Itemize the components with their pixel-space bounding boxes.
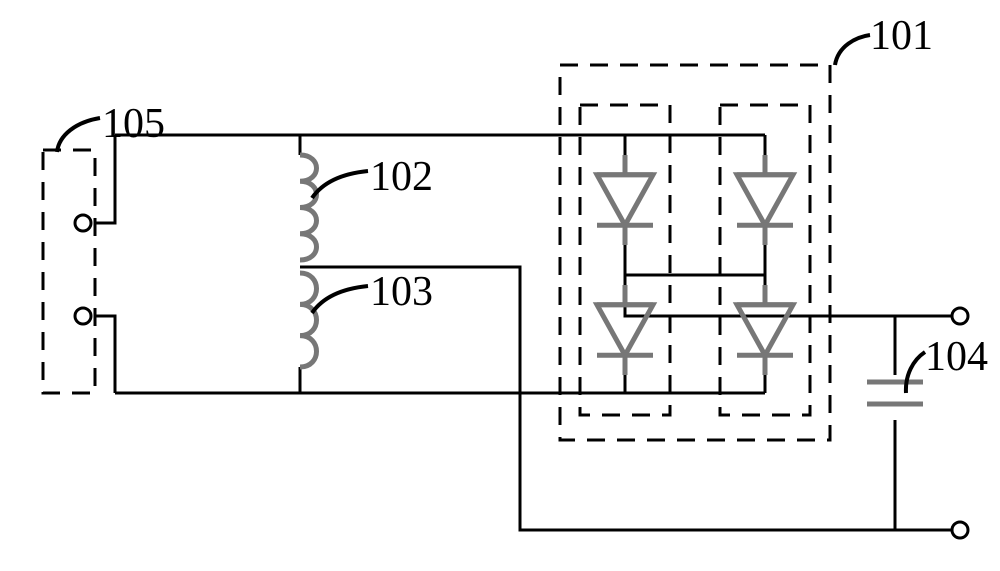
dashed-box-input_box <box>43 150 95 393</box>
label-102: 102 <box>370 154 433 200</box>
leader-103 <box>312 286 368 313</box>
diode-d4-tri <box>737 305 793 355</box>
leader-102 <box>312 171 368 198</box>
wire-in-bot-stub <box>95 316 115 393</box>
diode-d1-tri <box>597 175 653 225</box>
label-103: 103 <box>370 269 433 315</box>
wire-in-top-stub <box>95 135 115 223</box>
diode-d2-tri <box>737 175 793 225</box>
label-105: 105 <box>102 101 165 147</box>
terminal-out_bottom <box>952 522 968 538</box>
inductor-103 <box>300 273 317 367</box>
dashed-box-bridge_outer <box>560 65 830 440</box>
terminal-out_top <box>952 308 968 324</box>
terminal-in_bottom <box>75 308 91 324</box>
leader-104 <box>906 352 925 393</box>
circuit-schematic: 101 102 103 104 105 <box>0 0 1000 571</box>
label-104: 104 <box>925 334 988 380</box>
leader-105 <box>57 118 100 152</box>
leader-101 <box>835 35 870 65</box>
inductor-102 <box>300 155 317 260</box>
terminal-in_top <box>75 215 91 231</box>
label-101: 101 <box>870 13 933 59</box>
